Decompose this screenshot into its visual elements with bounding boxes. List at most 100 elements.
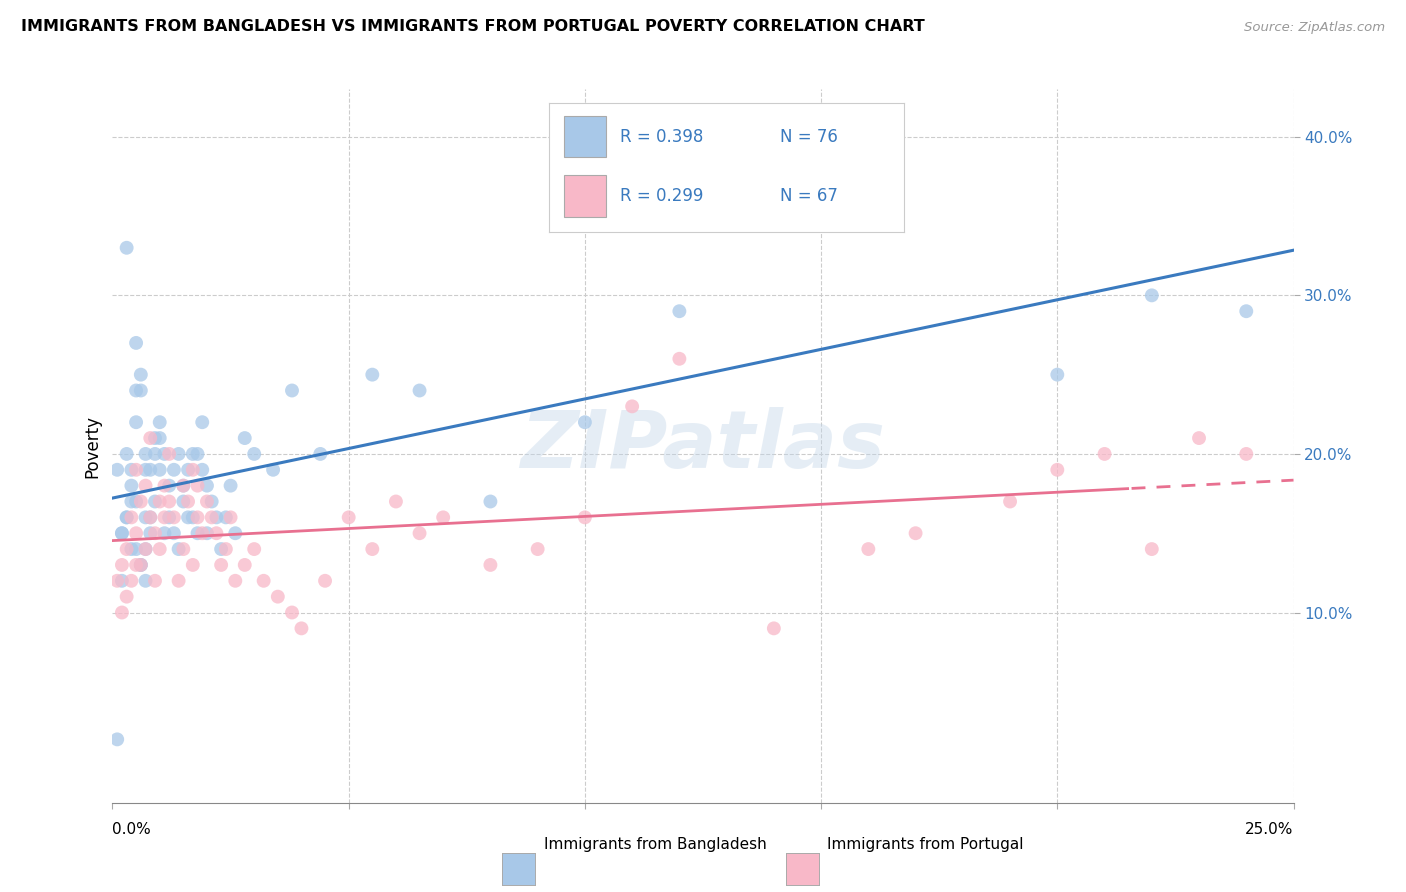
Text: IMMIGRANTS FROM BANGLADESH VS IMMIGRANTS FROM PORTUGAL POVERTY CORRELATION CHART: IMMIGRANTS FROM BANGLADESH VS IMMIGRANTS…: [21, 20, 925, 34]
Point: [574, 415, 596, 429]
Point: [129, 558, 152, 572]
Point: [215, 510, 238, 524]
Point: [115, 542, 138, 557]
Point: [668, 351, 690, 366]
Point: [105, 463, 128, 477]
Point: [157, 494, 180, 508]
Point: [172, 494, 194, 508]
Point: [115, 241, 138, 255]
Point: [143, 494, 166, 508]
Point: [149, 431, 172, 445]
Point: [668, 304, 690, 318]
Point: [224, 574, 246, 588]
Point: [129, 384, 152, 398]
Point: [479, 494, 502, 508]
Point: [163, 526, 186, 541]
Point: [215, 542, 238, 557]
Point: [111, 526, 134, 541]
Point: [191, 526, 214, 541]
Point: [135, 574, 157, 588]
Point: [201, 510, 224, 524]
Point: [177, 510, 200, 524]
Point: [143, 526, 166, 541]
Point: [526, 542, 548, 557]
Text: ZIPatlas: ZIPatlas: [520, 407, 886, 485]
Point: [209, 542, 232, 557]
Point: [479, 558, 502, 572]
Point: [181, 558, 204, 572]
Point: [243, 447, 266, 461]
Point: [233, 558, 256, 572]
Point: [621, 400, 644, 414]
Point: [139, 510, 162, 524]
Point: [177, 463, 200, 477]
Point: [205, 510, 228, 524]
Point: [129, 558, 152, 572]
Text: Immigrants from Bangladesh: Immigrants from Bangladesh: [544, 838, 766, 852]
Point: [408, 526, 430, 541]
Point: [120, 494, 142, 508]
Point: [574, 510, 596, 524]
Point: [125, 526, 148, 541]
Point: [105, 574, 128, 588]
Point: [201, 494, 224, 508]
Point: [1046, 368, 1069, 382]
Point: [135, 542, 157, 557]
Point: [290, 621, 312, 635]
Point: [111, 574, 134, 588]
Y-axis label: Poverty: Poverty: [83, 415, 101, 477]
Point: [191, 415, 214, 429]
Point: [120, 478, 142, 492]
Point: [153, 447, 176, 461]
Point: [135, 478, 157, 492]
Point: [153, 478, 176, 492]
Point: [167, 574, 190, 588]
Point: [125, 335, 148, 350]
Point: [167, 542, 190, 557]
Point: [262, 463, 284, 477]
Point: [153, 510, 176, 524]
Point: [115, 510, 138, 524]
Point: [1234, 447, 1257, 461]
Point: [195, 478, 218, 492]
Point: [149, 542, 172, 557]
Point: [186, 510, 208, 524]
Point: [125, 463, 148, 477]
Point: [120, 510, 142, 524]
Point: [157, 447, 180, 461]
Point: [172, 478, 194, 492]
Text: 25.0%: 25.0%: [1246, 822, 1294, 837]
Point: [125, 542, 148, 557]
Point: [135, 542, 157, 557]
Point: [253, 574, 276, 588]
Point: [309, 447, 332, 461]
Point: [120, 574, 142, 588]
Point: [181, 447, 204, 461]
Text: Source: ZipAtlas.com: Source: ZipAtlas.com: [1244, 21, 1385, 34]
Point: [143, 574, 166, 588]
Text: Immigrants from Portugal: Immigrants from Portugal: [827, 838, 1024, 852]
Point: [129, 368, 152, 382]
Point: [1140, 288, 1163, 302]
Point: [153, 526, 176, 541]
Point: [361, 368, 384, 382]
Point: [361, 542, 384, 557]
Point: [139, 431, 162, 445]
Point: [143, 447, 166, 461]
Point: [432, 510, 454, 524]
Point: [998, 494, 1021, 508]
Point: [167, 447, 190, 461]
Point: [115, 510, 138, 524]
Text: 0.0%: 0.0%: [112, 822, 152, 837]
Point: [157, 510, 180, 524]
Point: [281, 606, 304, 620]
Point: [105, 732, 128, 747]
Point: [125, 494, 148, 508]
Point: [219, 510, 242, 524]
Point: [172, 478, 194, 492]
Point: [385, 494, 408, 508]
Point: [233, 431, 256, 445]
Point: [172, 542, 194, 557]
Point: [135, 447, 157, 461]
Point: [281, 384, 304, 398]
